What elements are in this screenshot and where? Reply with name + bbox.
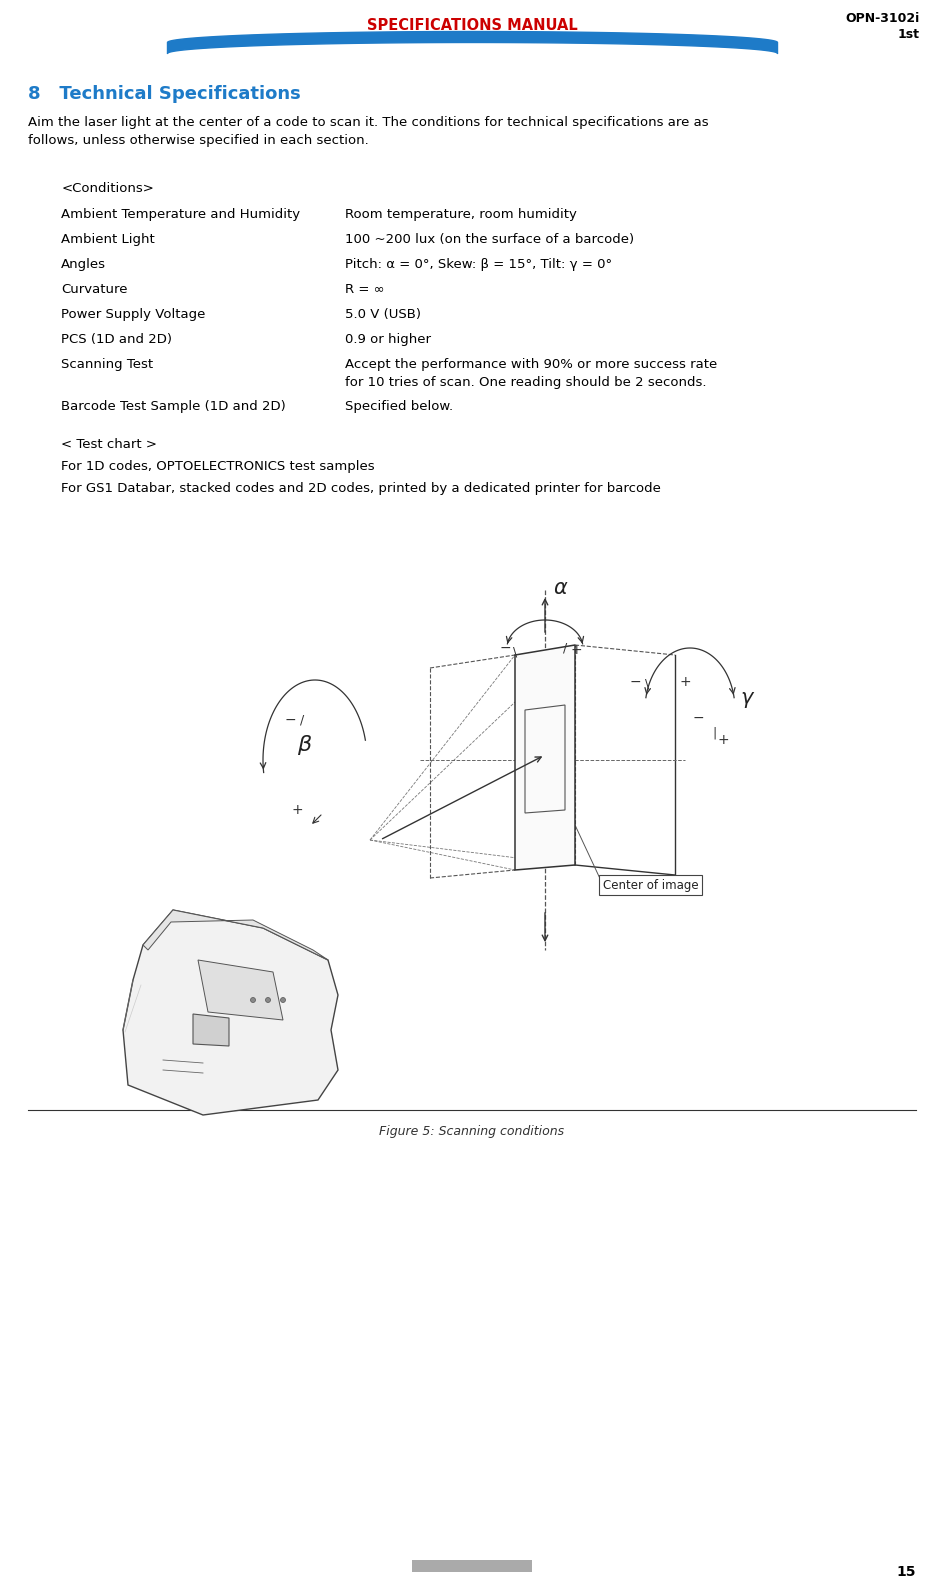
Text: 8   Technical Specifications: 8 Technical Specifications	[28, 84, 301, 104]
Polygon shape	[515, 645, 575, 870]
Text: PCS (1D and 2D): PCS (1D and 2D)	[61, 333, 173, 346]
Text: Ambient Light: Ambient Light	[61, 233, 155, 245]
Text: 15: 15	[897, 1564, 916, 1579]
Text: |: |	[713, 726, 717, 739]
Text: <Conditions>: <Conditions>	[61, 182, 154, 194]
Text: OPN-3102i: OPN-3102i	[846, 13, 920, 25]
Circle shape	[250, 997, 256, 1002]
Polygon shape	[193, 1015, 229, 1047]
Text: R = ∞: R = ∞	[345, 284, 384, 296]
Text: −: −	[630, 675, 641, 690]
Polygon shape	[143, 910, 328, 961]
Text: 100 ~200 lux (on the surface of a barcode): 100 ~200 lux (on the surface of a barcod…	[345, 233, 633, 245]
Text: /: /	[300, 714, 304, 726]
Text: $\beta$: $\beta$	[297, 733, 312, 757]
Text: +: +	[717, 733, 729, 747]
Text: Angles: Angles	[61, 258, 107, 271]
Polygon shape	[198, 961, 283, 1020]
Text: +: +	[571, 644, 582, 656]
Text: −: −	[692, 710, 704, 725]
Text: \: \	[513, 645, 517, 658]
Text: Curvature: Curvature	[61, 284, 127, 296]
FancyBboxPatch shape	[412, 1560, 532, 1572]
Text: < Test chart >: < Test chart >	[61, 438, 158, 451]
Text: Power Supply Voltage: Power Supply Voltage	[61, 307, 206, 322]
Text: −: −	[500, 640, 512, 655]
Text: Pitch: α = 0°, Skew: β = 15°, Tilt: γ = 0°: Pitch: α = 0°, Skew: β = 15°, Tilt: γ = …	[345, 258, 612, 271]
Text: /: /	[563, 642, 567, 655]
Text: 0.9 or higher: 0.9 or higher	[345, 333, 430, 346]
Circle shape	[265, 997, 271, 1002]
Text: For GS1 Databar, stacked codes and 2D codes, printed by a dedicated printer for : For GS1 Databar, stacked codes and 2D co…	[61, 483, 661, 495]
Text: Aim the laser light at the center of a code to scan it. The conditions for techn: Aim the laser light at the center of a c…	[28, 116, 709, 147]
Circle shape	[280, 997, 285, 1002]
Text: +: +	[679, 675, 691, 690]
Text: SPECIFICATIONS MANUAL: SPECIFICATIONS MANUAL	[366, 18, 578, 33]
Text: 5.0 V (USB): 5.0 V (USB)	[345, 307, 421, 322]
Text: Specified below.: Specified below.	[345, 400, 453, 413]
Polygon shape	[123, 910, 338, 1115]
Text: +: +	[291, 803, 303, 817]
Text: Figure 5: Scanning conditions: Figure 5: Scanning conditions	[379, 1125, 565, 1137]
Text: −: −	[284, 714, 295, 726]
Text: Room temperature, room humidity: Room temperature, room humidity	[345, 209, 577, 221]
Text: $\gamma$: $\gamma$	[740, 690, 755, 710]
Text: For 1D codes, OPTOELECTRONICS test samples: For 1D codes, OPTOELECTRONICS test sampl…	[61, 460, 375, 473]
Text: 1st: 1st	[898, 29, 920, 41]
Text: \: \	[645, 677, 649, 690]
Text: Ambient Temperature and Humidity: Ambient Temperature and Humidity	[61, 209, 300, 221]
Text: Accept the performance with 90% or more success rate
for 10 tries of scan. One r: Accept the performance with 90% or more …	[345, 358, 716, 389]
Text: $\alpha$: $\alpha$	[553, 578, 568, 597]
Text: Scanning Test: Scanning Test	[61, 358, 154, 371]
Text: Barcode Test Sample (1D and 2D): Barcode Test Sample (1D and 2D)	[61, 400, 286, 413]
Text: Center of image: Center of image	[603, 878, 699, 892]
